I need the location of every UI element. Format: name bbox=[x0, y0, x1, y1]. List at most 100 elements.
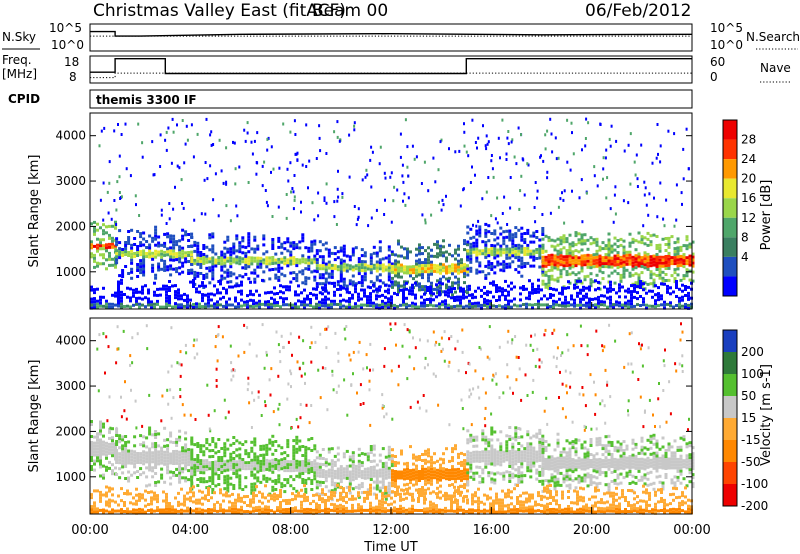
data-cell bbox=[625, 465, 629, 469]
data-cell bbox=[198, 302, 201, 306]
data-cell bbox=[142, 261, 146, 265]
data-cell bbox=[562, 459, 566, 463]
data-cell bbox=[459, 295, 462, 299]
data-cell bbox=[204, 302, 207, 306]
data-cell bbox=[148, 468, 152, 472]
data-cell bbox=[679, 257, 683, 261]
data-cell bbox=[277, 236, 281, 240]
data-cell bbox=[505, 449, 509, 453]
data-cell bbox=[418, 264, 421, 268]
data-cell bbox=[172, 441, 176, 444]
scatter-cell bbox=[477, 219, 480, 223]
data-cell bbox=[369, 478, 373, 481]
data-cell bbox=[175, 267, 179, 271]
data-cell bbox=[366, 473, 370, 477]
data-cell bbox=[139, 259, 143, 263]
data-cell bbox=[616, 245, 620, 249]
data-cell bbox=[301, 466, 305, 469]
data-cell bbox=[412, 462, 415, 466]
data-cell bbox=[99, 304, 102, 308]
data-cell bbox=[430, 260, 433, 264]
data-cell bbox=[280, 458, 284, 462]
data-cell bbox=[301, 236, 305, 240]
data-cell bbox=[511, 242, 515, 246]
data-cell bbox=[487, 456, 491, 460]
data-cell bbox=[372, 453, 376, 457]
data-cell bbox=[487, 459, 491, 463]
data-cell bbox=[387, 284, 391, 288]
data-cell bbox=[654, 284, 657, 288]
data-cell bbox=[667, 260, 671, 264]
data-cell bbox=[547, 467, 551, 471]
data-cell bbox=[199, 459, 203, 463]
scatter-cell bbox=[220, 169, 223, 173]
data-cell bbox=[378, 264, 382, 268]
data-cell bbox=[295, 474, 299, 478]
data-cell bbox=[96, 447, 99, 451]
data-cell bbox=[133, 435, 137, 439]
data-cell bbox=[633, 283, 636, 287]
data-cell bbox=[598, 481, 602, 485]
data-cell bbox=[487, 254, 491, 258]
data-cell bbox=[157, 456, 161, 460]
data-cell bbox=[420, 301, 423, 305]
data-cell bbox=[384, 470, 388, 474]
data-cell bbox=[256, 467, 260, 471]
data-cell bbox=[643, 467, 647, 471]
data-cell bbox=[120, 278, 123, 282]
data-cell bbox=[304, 469, 308, 473]
data-cell bbox=[682, 253, 686, 257]
data-cell bbox=[484, 459, 488, 463]
scatter-cell bbox=[490, 154, 493, 157]
data-cell bbox=[234, 299, 237, 303]
data-cell bbox=[622, 269, 626, 273]
data-cell bbox=[130, 246, 134, 250]
data-cell bbox=[256, 461, 260, 465]
scatter-cell bbox=[186, 138, 189, 142]
data-cell bbox=[628, 470, 632, 473]
data-cell bbox=[489, 281, 492, 285]
data-cell bbox=[90, 468, 93, 471]
data-cell bbox=[577, 259, 581, 263]
data-cell bbox=[99, 295, 102, 299]
scatter-cell bbox=[119, 197, 122, 200]
data-cell bbox=[475, 438, 479, 442]
data-cell bbox=[321, 288, 325, 292]
data-cell bbox=[667, 257, 671, 261]
data-cell bbox=[223, 460, 227, 464]
data-cell bbox=[324, 280, 328, 284]
data-cell bbox=[430, 482, 433, 486]
data-cell bbox=[564, 301, 567, 305]
data-cell bbox=[226, 274, 230, 278]
data-cell bbox=[238, 256, 242, 260]
data-cell bbox=[430, 467, 433, 471]
data-cell bbox=[565, 439, 569, 443]
data-cell bbox=[424, 258, 427, 262]
data-cell bbox=[256, 262, 260, 266]
data-cell bbox=[195, 287, 198, 291]
data-cell bbox=[226, 280, 230, 284]
data-cell bbox=[303, 297, 306, 301]
data-cell bbox=[96, 246, 99, 250]
data-cell bbox=[264, 303, 267, 307]
data-cell bbox=[535, 459, 539, 463]
data-cell bbox=[544, 282, 548, 286]
data-cell bbox=[172, 462, 176, 465]
data-cell bbox=[387, 257, 391, 261]
data-cell bbox=[423, 301, 426, 305]
data-cell bbox=[469, 248, 473, 252]
scatter-cell bbox=[572, 152, 575, 156]
data-cell bbox=[414, 305, 417, 309]
data-cell bbox=[336, 446, 340, 450]
data-cell bbox=[369, 451, 373, 454]
scatter-cell bbox=[151, 140, 154, 144]
data-cell bbox=[300, 303, 303, 307]
data-cell bbox=[366, 476, 370, 480]
data-cell bbox=[348, 455, 352, 459]
scatter-cell bbox=[234, 167, 237, 171]
data-cell bbox=[619, 237, 623, 241]
data-cell bbox=[397, 254, 400, 258]
data-cell bbox=[145, 475, 149, 479]
data-cell bbox=[339, 276, 343, 280]
data-cell bbox=[658, 246, 662, 250]
